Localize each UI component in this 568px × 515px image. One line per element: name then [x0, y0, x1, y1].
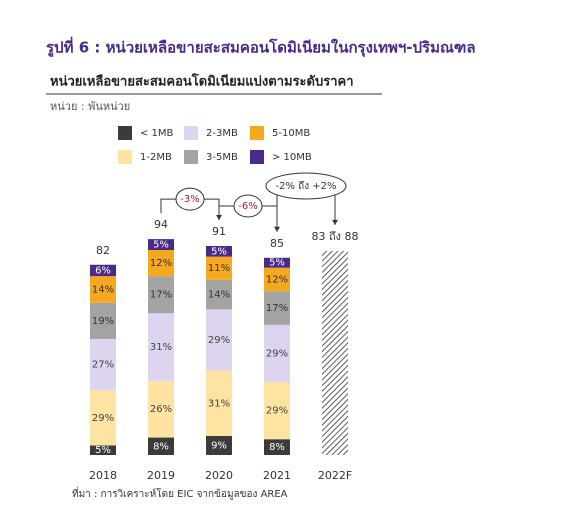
- legend-swatch: [118, 126, 132, 140]
- bar-segment: [90, 445, 116, 455]
- total-label: 94: [154, 218, 168, 231]
- bar-segment: [264, 439, 290, 455]
- bar-segment: [206, 309, 232, 371]
- value-label: 27%: [92, 360, 114, 371]
- bar-segment: [264, 324, 290, 383]
- annotation-bubble: [175, 187, 205, 211]
- bar-segment: [148, 239, 174, 251]
- value-label: 19%: [92, 316, 114, 327]
- bar-segment: [206, 370, 232, 436]
- legend-label: 1-2MB: [140, 152, 172, 163]
- value-label: 31%: [150, 342, 172, 353]
- legend-swatch: [184, 126, 198, 140]
- x-tick-label: 2018: [89, 469, 117, 482]
- value-label: 14%: [92, 284, 114, 295]
- total-label: 85: [270, 237, 284, 250]
- annotation-connector: [218, 205, 234, 220]
- bar-segment: [148, 276, 174, 314]
- value-label: 9%: [211, 440, 227, 451]
- source: ที่มา : การวิเคราะห์โดย EIC จากข้อมูลของ…: [72, 486, 288, 500]
- value-label: 5%: [211, 246, 227, 257]
- x-tick-label: 2022F: [318, 469, 352, 482]
- bar-segment: [90, 338, 116, 391]
- forecast-bar-range: [322, 250, 348, 263]
- annotation-connector: [204, 198, 220, 220]
- bar-segment: [206, 279, 232, 310]
- legend-swatch: [118, 150, 132, 164]
- x-tick-label: 2021: [263, 469, 291, 482]
- legend-label: < 1MB: [140, 128, 174, 139]
- bar-segment: [148, 380, 174, 438]
- value-label: 8%: [153, 441, 169, 452]
- value-label: 5%: [269, 258, 285, 269]
- bar-segment: [264, 267, 290, 292]
- unit-label: หน่วย : พันหน่วย: [50, 100, 130, 113]
- value-label: 29%: [266, 348, 288, 359]
- total-label: 82: [96, 244, 110, 257]
- value-label: 29%: [208, 335, 230, 346]
- legend-label: 2-3MB: [206, 128, 238, 139]
- bar-segment: [90, 276, 116, 303]
- value-label: 12%: [266, 274, 288, 285]
- annotation-arrow: [332, 219, 338, 225]
- bar-segment: [148, 250, 174, 277]
- value-label: 17%: [150, 290, 172, 301]
- legend-label: > 10MB: [272, 152, 312, 163]
- bar-segment: [90, 390, 116, 446]
- bar-segment: [90, 264, 116, 277]
- legend-label: 3-5MB: [206, 152, 238, 163]
- legend-swatch: [250, 126, 264, 140]
- x-tick-label: 2019: [147, 469, 175, 482]
- value-label: 6%: [95, 265, 111, 276]
- value-label: 8%: [269, 442, 285, 453]
- value-label: 11%: [208, 263, 230, 274]
- value-label: 14%: [208, 290, 230, 301]
- value-label: 29%: [92, 413, 114, 424]
- annotation-bubble: [233, 194, 263, 218]
- bar-segment: [206, 435, 232, 455]
- total-label: 91: [212, 225, 226, 238]
- x-tick-label: 2020: [205, 469, 233, 482]
- value-label: 12%: [150, 258, 172, 269]
- value-label: 5%: [153, 240, 169, 251]
- bar-segment: [264, 382, 290, 440]
- value-label: 17%: [266, 303, 288, 314]
- bar-segment: [264, 291, 290, 325]
- value-label: 31%: [208, 398, 230, 409]
- value-label: 26%: [150, 404, 172, 415]
- bar-segment: [148, 437, 174, 455]
- bar-segment: [90, 302, 116, 339]
- legend-swatch: [250, 150, 264, 164]
- forecast-label: 83 ถึง 88: [311, 230, 358, 243]
- legend-swatch: [184, 150, 198, 164]
- value-label: 29%: [266, 406, 288, 417]
- page-title: รูปที่ 6 : หน่วยเหลือขายสะสมคอนโดมิเนียม…: [46, 37, 476, 58]
- value-label: 5%: [95, 445, 111, 456]
- annotation-bubble: [265, 172, 347, 200]
- annotation-text: -2% ถึง +2%: [275, 180, 336, 192]
- annotation-text: -3%: [180, 194, 199, 205]
- bar-segment: [206, 245, 232, 257]
- annotation-text: -6%: [238, 201, 257, 212]
- chart-title: หน่วยเหลือขายสะสมคอนโดมิเนียมแบ่งตามระดั…: [50, 73, 354, 90]
- legend-label: 5-10MB: [272, 128, 310, 139]
- annotation-connector: [160, 198, 176, 214]
- bar-segment: [206, 256, 232, 280]
- forecast-bar: [322, 262, 348, 455]
- bar-segment: [264, 257, 290, 268]
- bar-segment: [148, 313, 174, 381]
